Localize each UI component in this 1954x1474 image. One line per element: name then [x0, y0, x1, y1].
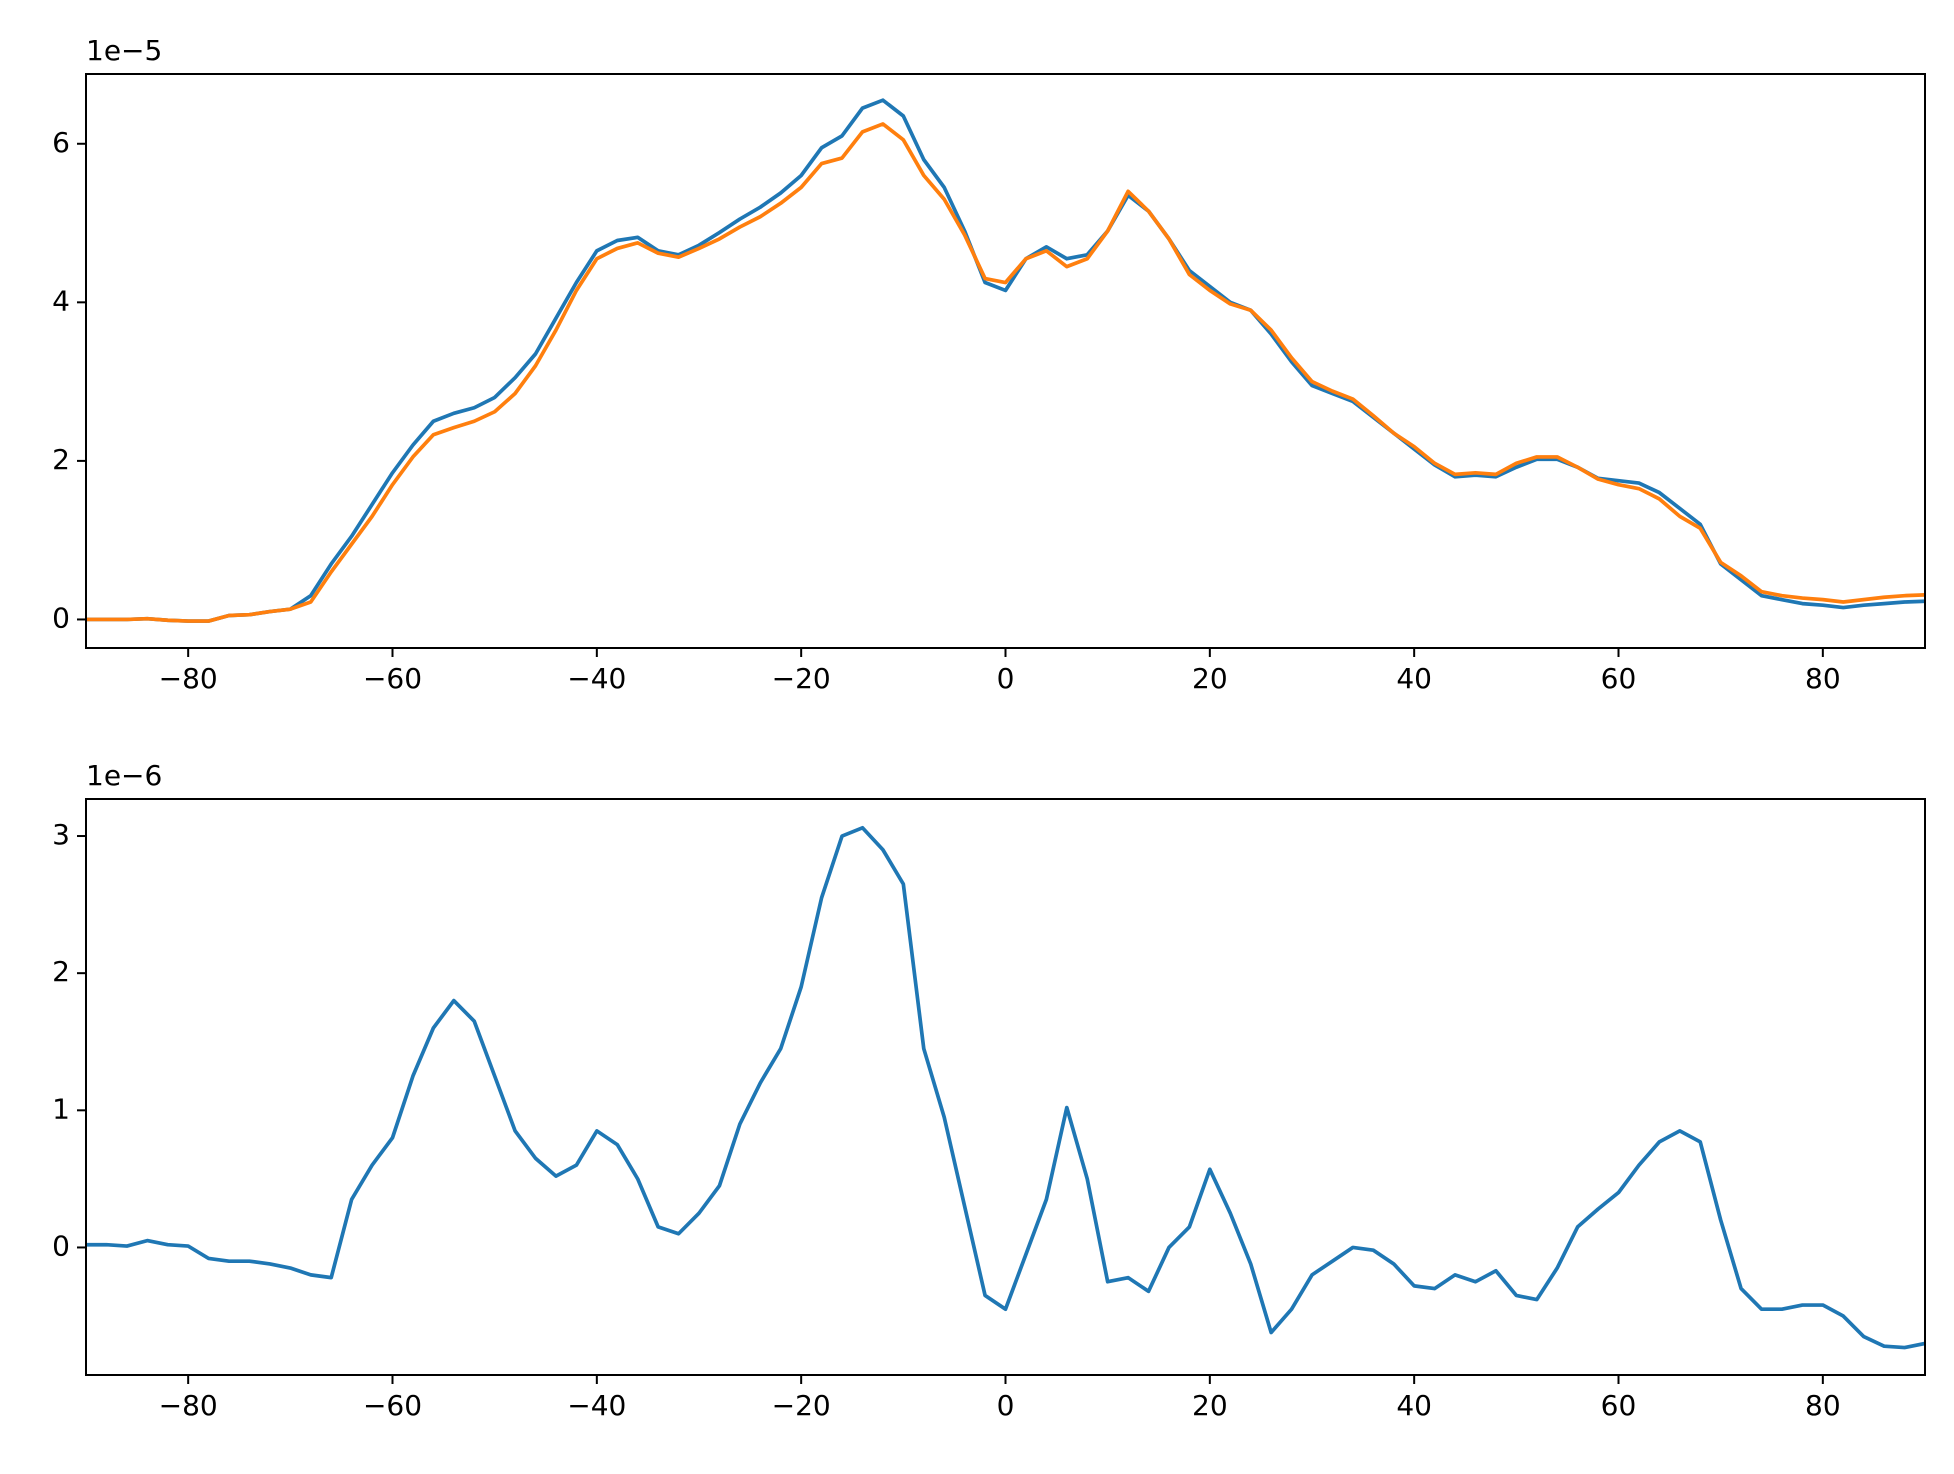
x-tick-label: −80	[159, 1389, 218, 1422]
axes-frame	[85, 798, 1926, 1376]
x-tick-label: −60	[363, 662, 422, 695]
axes-frame	[85, 73, 1926, 649]
y-tick-label: 2	[52, 443, 70, 476]
x-tick-label: 80	[1805, 1389, 1841, 1422]
x-tick-label: 60	[1601, 1389, 1637, 1422]
data-line	[86, 122, 1925, 623]
x-tick-label: −40	[567, 1389, 626, 1422]
offset-label: 1e−6	[86, 759, 162, 792]
x-tick-label: 60	[1601, 662, 1637, 695]
data-line	[86, 825, 1925, 1350]
x-tick-label: 0	[997, 662, 1015, 695]
data-line	[86, 98, 1925, 623]
offset-label: 1e−5	[86, 34, 162, 67]
x-tick-label: −40	[567, 662, 626, 695]
x-tick-label: 20	[1192, 662, 1228, 695]
x-tick-label: 80	[1805, 662, 1841, 695]
x-tick-label: 40	[1396, 662, 1432, 695]
y-tick-label: 4	[52, 284, 70, 317]
y-tick-label: 0	[52, 1229, 70, 1262]
y-tick-label: 1	[52, 1092, 70, 1125]
x-tick-label: 20	[1192, 1389, 1228, 1422]
y-tick-label: 3	[52, 818, 70, 851]
x-tick-label: −20	[772, 662, 831, 695]
y-tick-label: 6	[52, 126, 70, 159]
y-tick-label: 0	[52, 601, 70, 634]
x-tick-label: −20	[772, 1389, 831, 1422]
y-tick-label: 2	[52, 955, 70, 988]
x-tick-label: 40	[1396, 1389, 1432, 1422]
x-tick-label: −60	[363, 1389, 422, 1422]
x-tick-label: 0	[997, 1389, 1015, 1422]
x-tick-label: −80	[159, 662, 218, 695]
